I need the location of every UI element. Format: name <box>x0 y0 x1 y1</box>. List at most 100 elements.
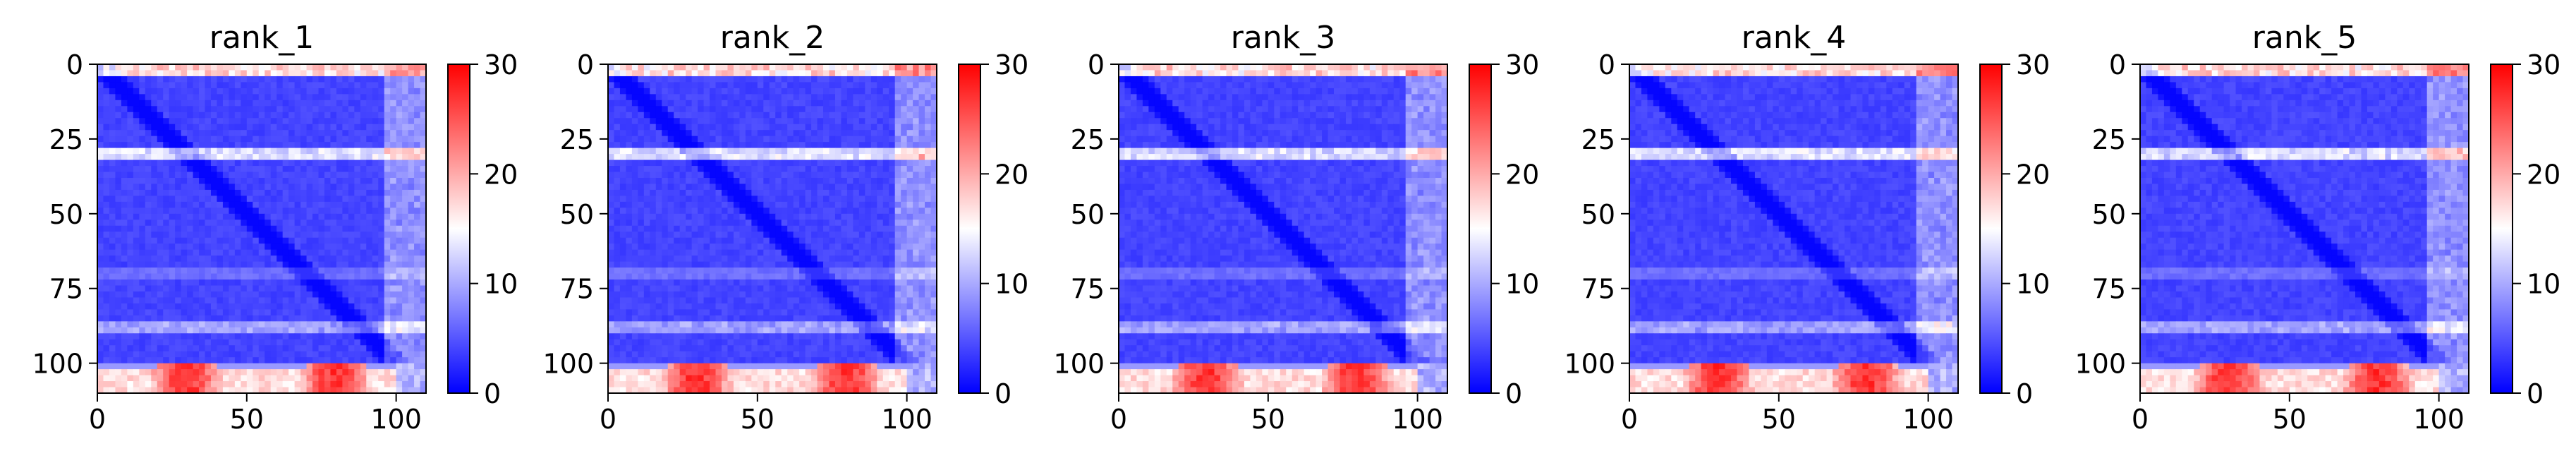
heatmap-cell <box>360 82 367 89</box>
heatmap-cell <box>330 94 337 101</box>
heatmap-cell <box>265 64 272 71</box>
heatmap-cell <box>222 327 229 334</box>
heatmap-cell <box>402 82 409 89</box>
heatmap-cell <box>163 369 170 376</box>
heatmap-cell <box>655 232 662 239</box>
heatmap-cell <box>205 208 212 215</box>
heatmap-cell <box>626 106 633 113</box>
heatmap-cell <box>234 333 241 340</box>
heatmap-cell <box>318 118 325 125</box>
heatmap-cell <box>169 315 176 322</box>
heatmap-cell <box>763 130 770 137</box>
heatmap-cell <box>145 321 152 328</box>
heatmap-cell <box>282 220 289 227</box>
heatmap-cell <box>757 88 764 95</box>
heatmap-cell <box>121 124 128 131</box>
heatmap-cell <box>360 201 367 208</box>
heatmap-cell <box>727 243 734 251</box>
heatmap-cell <box>163 94 170 101</box>
heatmap-cell <box>258 309 265 316</box>
heatmap-cell <box>378 64 385 71</box>
heatmap-cell <box>360 261 367 268</box>
heatmap-cell <box>360 213 367 220</box>
heatmap-cell <box>769 154 776 161</box>
heatmap-cell <box>619 249 627 256</box>
heatmap-cell <box>420 273 427 280</box>
heatmap-cell <box>402 106 409 113</box>
heatmap-cell <box>241 261 248 268</box>
heatmap-cell <box>169 177 176 185</box>
heatmap-cell <box>97 237 104 244</box>
heatmap-cell <box>306 279 313 287</box>
heatmap-cell <box>241 201 248 208</box>
heatmap-cell <box>686 232 693 239</box>
heatmap-cell <box>698 70 705 77</box>
heatmap-cell <box>151 112 158 119</box>
heatmap-cell <box>241 100 248 107</box>
heatmap-cell <box>715 267 722 275</box>
heatmap-cell <box>841 100 848 107</box>
heatmap-cell <box>121 339 128 346</box>
heatmap-cell <box>151 172 158 179</box>
heatmap-cell <box>787 196 794 203</box>
heatmap-cell <box>913 184 920 191</box>
heatmap-cell <box>103 177 110 185</box>
heatmap-cell <box>834 213 842 220</box>
heatmap-cell <box>330 166 337 173</box>
heatmap-cell <box>733 261 740 268</box>
heatmap-cell <box>330 321 337 328</box>
heatmap-cell <box>823 232 830 239</box>
heatmap-cell <box>234 106 241 113</box>
heatmap-cell <box>408 375 415 382</box>
heatmap-cell <box>420 220 427 227</box>
heatmap-cell <box>614 154 621 161</box>
heatmap-cell <box>288 196 296 203</box>
heatmap-cell <box>318 249 325 256</box>
heatmap-cell <box>312 177 320 185</box>
heatmap-cell <box>277 160 284 167</box>
heatmap-cell <box>265 321 272 328</box>
heatmap-cell <box>626 189 633 196</box>
heatmap-cell <box>372 369 379 376</box>
heatmap-cell <box>97 249 104 256</box>
heatmap-cell <box>253 232 260 239</box>
heatmap-cell <box>193 303 200 310</box>
heatmap-cell <box>739 118 746 125</box>
heatmap-cell <box>710 208 717 215</box>
heatmap-cell <box>841 243 848 251</box>
heatmap-cell <box>265 177 272 185</box>
heatmap-cell <box>667 88 674 95</box>
heatmap-cell <box>145 160 152 167</box>
heatmap-cell <box>414 375 421 382</box>
heatmap-cell <box>330 273 337 280</box>
heatmap-cell <box>698 249 705 256</box>
heatmap-cell <box>253 387 260 394</box>
heatmap-cell <box>157 184 164 191</box>
heatmap-cell <box>205 267 212 275</box>
heatmap-cell <box>378 279 385 287</box>
heatmap-cell <box>614 70 621 77</box>
heatmap-cell <box>865 88 872 95</box>
heatmap-cell <box>793 142 800 149</box>
heatmap-cell <box>781 112 788 119</box>
heatmap-cell <box>241 339 248 346</box>
heatmap-cell <box>614 189 621 196</box>
heatmap-cell <box>157 297 164 304</box>
heatmap-cell <box>698 148 705 155</box>
heatmap-cell <box>834 243 842 251</box>
heatmap-cell <box>253 321 260 328</box>
heatmap-cell <box>193 285 200 292</box>
heatmap-cell <box>169 130 176 137</box>
heatmap-cell <box>745 255 752 263</box>
heatmap-cell <box>420 118 427 125</box>
heatmap-cell <box>210 213 218 220</box>
heatmap-cell <box>674 70 681 77</box>
heatmap-cell <box>312 327 320 334</box>
heatmap-cell <box>229 208 236 215</box>
heatmap-cell <box>626 136 633 143</box>
heatmap-cell <box>151 70 158 77</box>
heatmap-cell <box>127 303 134 310</box>
heatmap-cell <box>265 267 272 275</box>
heatmap-cell <box>378 220 385 227</box>
heatmap-cell <box>121 249 128 256</box>
